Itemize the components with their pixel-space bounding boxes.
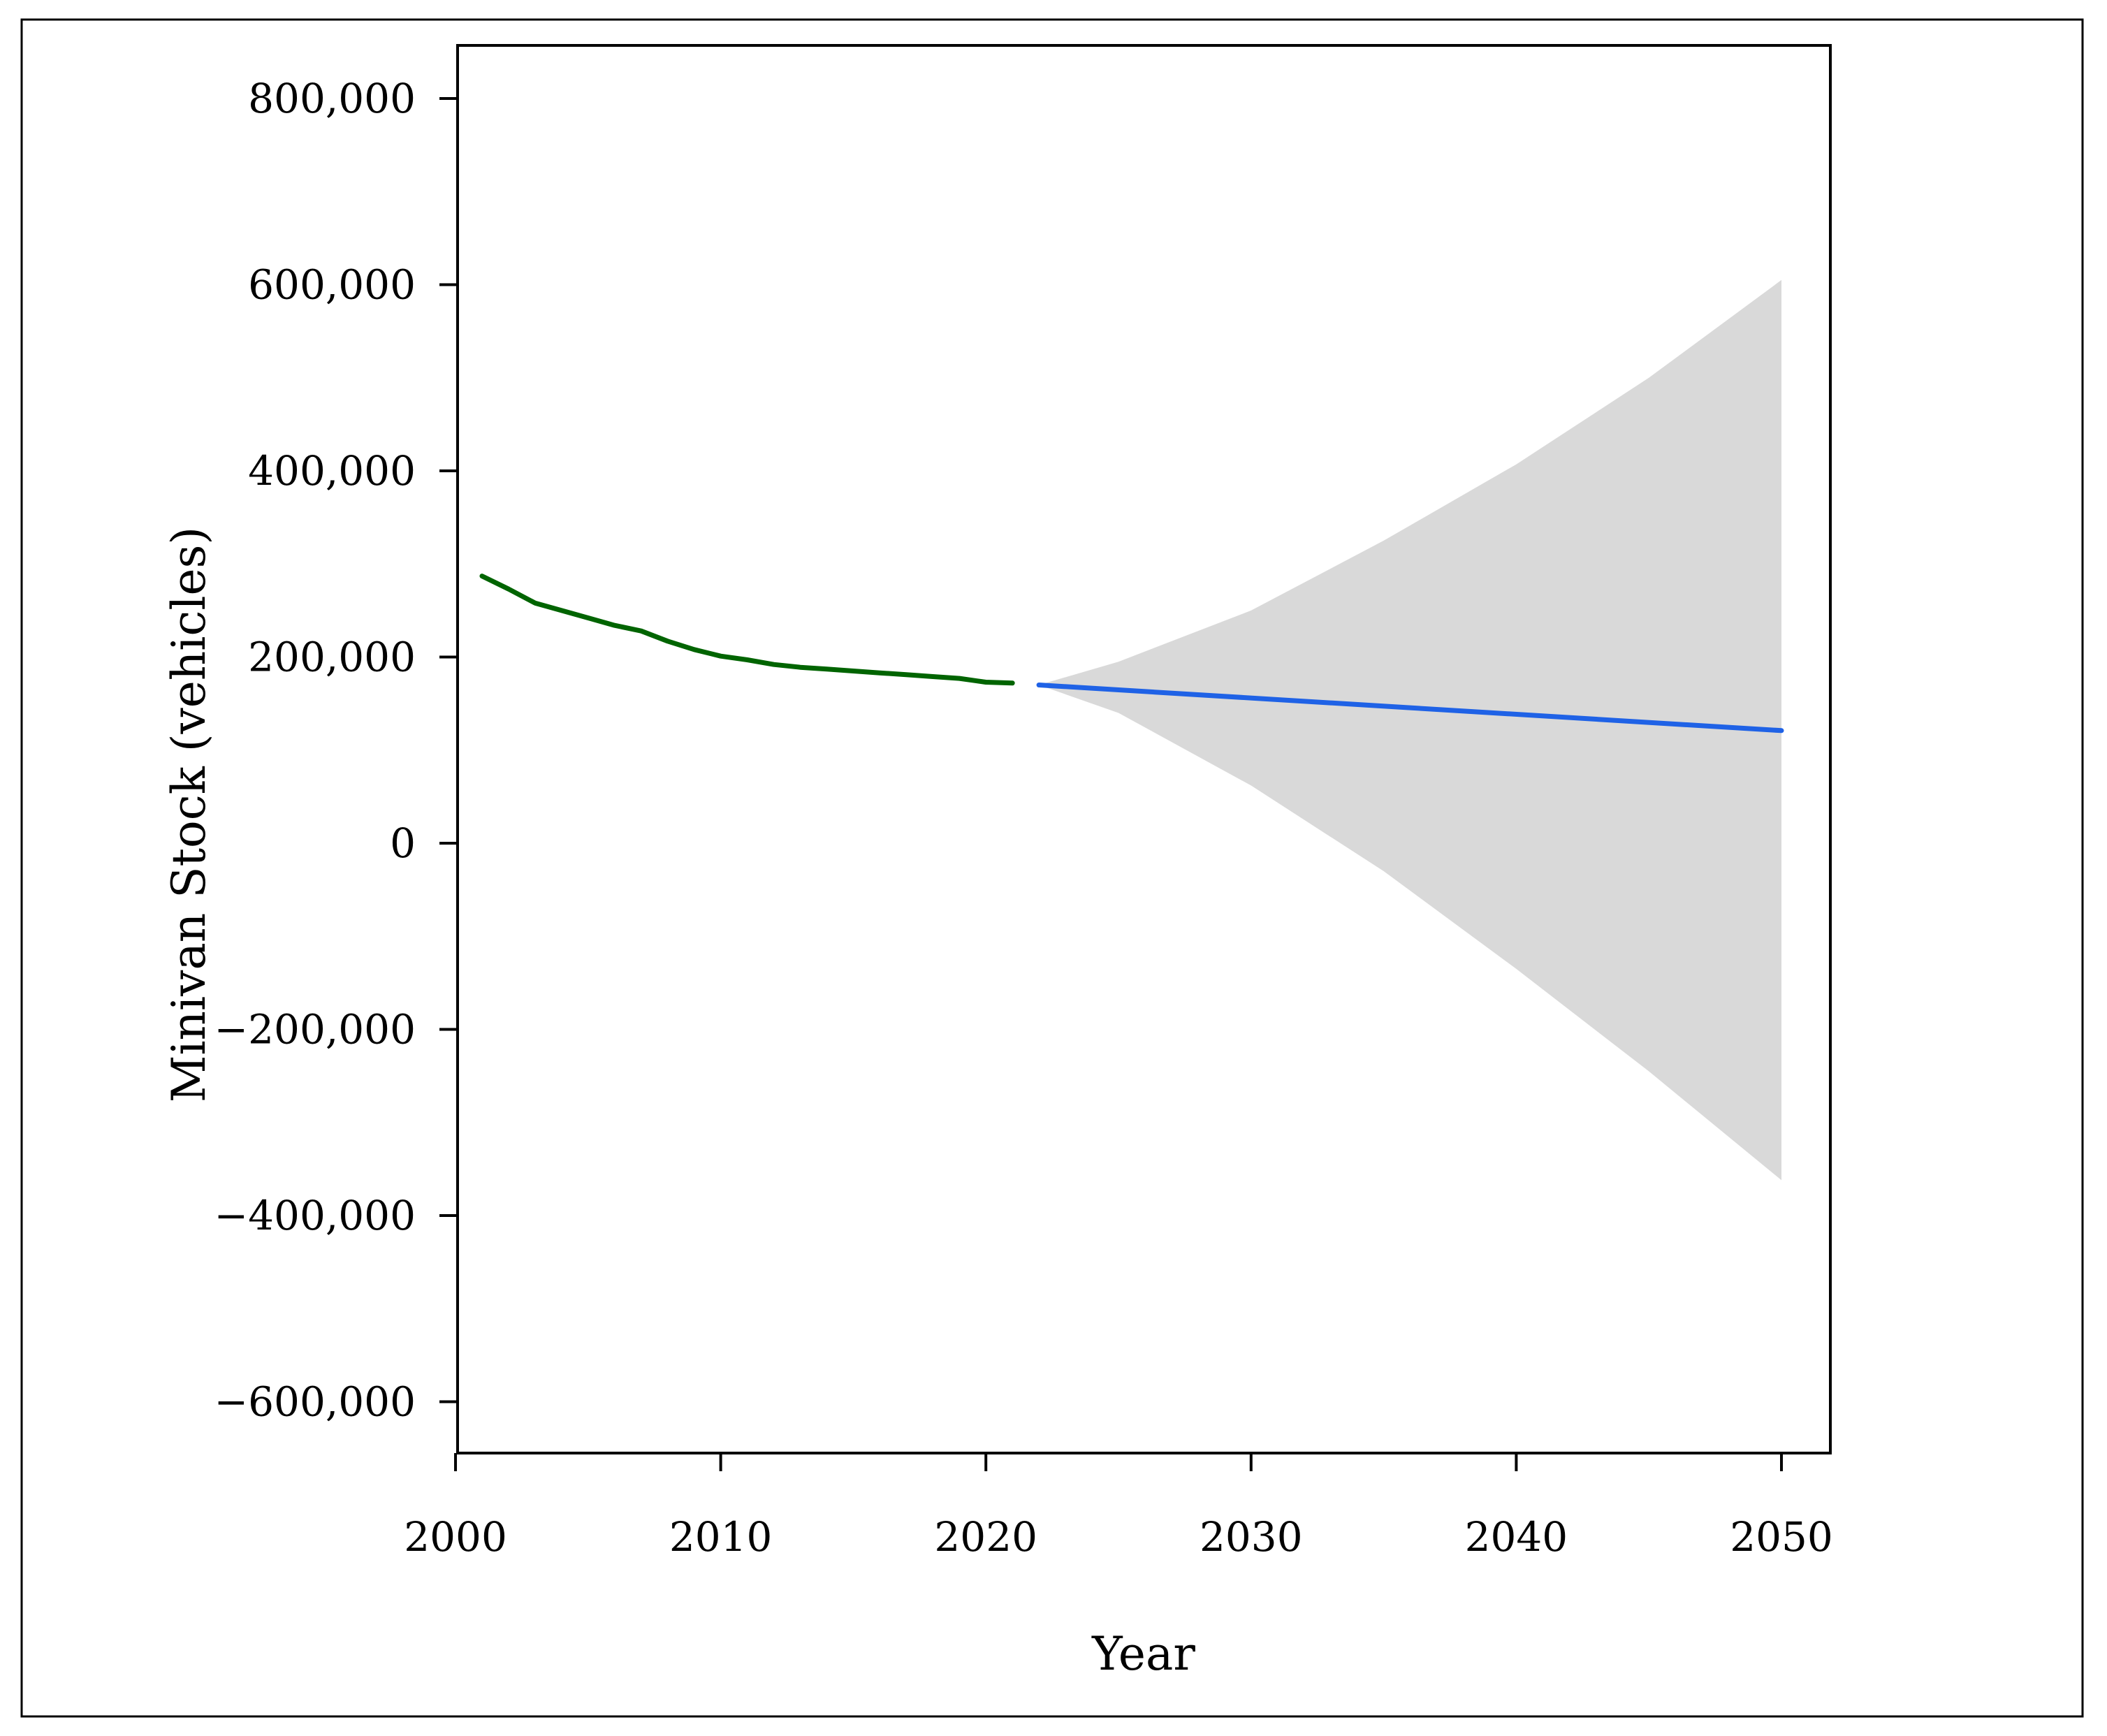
- y-tick-label: 600,000: [248, 261, 416, 309]
- y-tick-label: 400,000: [248, 447, 416, 495]
- y-tick-label: −600,000: [214, 1378, 416, 1426]
- x-tick-label: 2030: [1200, 1513, 1303, 1561]
- x-tick-label: 2000: [404, 1513, 507, 1561]
- y-axis-title: Minivan Stock (vehicles): [162, 527, 216, 1102]
- plot-border: [456, 44, 1832, 1454]
- x-tick-label: 2040: [1465, 1513, 1568, 1561]
- axes: 2000 2010 2020 2030 2040 2050 800,000 600,000 40…: [214, 44, 1833, 1561]
- x-tick-label: 2010: [669, 1513, 773, 1561]
- y-tick-label: 200,000: [248, 634, 416, 681]
- x-tick-label: 2050: [1730, 1513, 1833, 1561]
- x-tick-label: 2020: [934, 1513, 1037, 1561]
- confidence-band: [1039, 279, 1781, 1181]
- forecast-series-line: [1036, 683, 1784, 734]
- y-tick-label: −400,000: [214, 1192, 416, 1239]
- y-tick-label: 0: [390, 819, 416, 867]
- y-tick-label: −200,000: [214, 1006, 416, 1053]
- x-axis-title: Year: [1091, 1627, 1195, 1681]
- historical-series-line: [479, 574, 1015, 686]
- y-tick-label: 800,000: [248, 75, 416, 122]
- figure-frame: [20, 18, 2084, 1718]
- plot-area: [479, 279, 1784, 1181]
